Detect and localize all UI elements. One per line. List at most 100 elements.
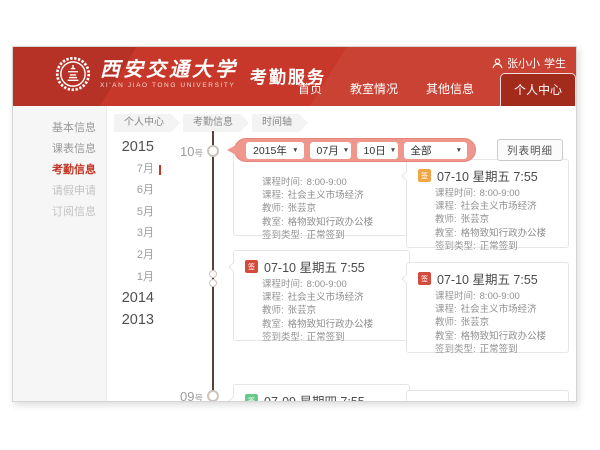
day-dropdown[interactable]: 10日 ▼: [356, 141, 398, 159]
university-brand: 西安交通大学 XI'AN JIAO TONG UNIVERSITY 考勤服务: [55, 56, 326, 92]
sidebar-item-subscription-info[interactable]: 订阅信息: [52, 206, 96, 218]
card-field: 教室: 格物致知行政办公楼: [435, 330, 558, 343]
card-field-value: 正常签到: [306, 331, 345, 343]
card-field: 签到类型: 正常签到: [435, 343, 558, 356]
calendar-icon: 签: [245, 260, 258, 273]
card-field-label: 教师:: [262, 203, 284, 215]
card-field: 教师: 张芸京: [435, 213, 558, 226]
breadcrumb-item-personal-center[interactable]: 个人中心: [114, 114, 180, 132]
timeline-month-item[interactable]: 2月: [136, 248, 154, 261]
breadcrumb: 个人中心 考勤信息 时间轴: [114, 114, 308, 132]
card-field: 课程: 社会主义市场经济: [435, 303, 558, 316]
card-field-value: 社会主义市场经济: [287, 190, 364, 202]
year-dropdown-value: 2015年: [253, 144, 287, 157]
breadcrumb-item-timeline[interactable]: 时间轴: [252, 114, 308, 132]
timeline-month-item[interactable]: 7月: [108, 159, 161, 181]
card-field: 课程: 社会主义市场经济: [435, 200, 558, 213]
scope-dropdown-value: 全部: [410, 144, 432, 157]
card-field: 教室: 格物致知行政办公楼: [262, 318, 399, 331]
chevron-down-icon: ▼: [389, 146, 397, 154]
card-field-value: 正常签到: [479, 343, 518, 355]
card-field: 课程时间: 8:00-9:00: [262, 176, 399, 189]
card-field: 课程时间: 8:00-9:00: [435, 290, 558, 303]
card-field-label: 教师:: [435, 317, 457, 329]
nav-item-home[interactable]: 首页: [297, 82, 322, 96]
card-field-label: 签到类型:: [435, 240, 476, 252]
card-field-label: 教师:: [262, 305, 284, 317]
nav-item-personal-center[interactable]: 个人中心: [499, 73, 576, 106]
card-field-value: 8:00-9:00: [306, 279, 347, 290]
nav-item-other-info[interactable]: 其他信息: [425, 82, 474, 96]
day-marker-suffix: 号: [194, 393, 203, 402]
card-field-label: 课程:: [262, 190, 284, 202]
card-field: 教室: 格物致知行政办公楼: [262, 216, 399, 229]
timeline-year-item[interactable]: 2013: [121, 311, 154, 328]
card-field-value: 张芸京: [287, 305, 317, 317]
day-dropdown-value: 10日: [363, 144, 386, 157]
timeline-node: [209, 270, 217, 278]
card-field: 课程时间: 8:00-9:00: [435, 187, 558, 200]
timeline-card[interactable]: [406, 390, 569, 401]
card-field-value: 格物致知行政办公楼: [460, 227, 547, 239]
timeline-month-item[interactable]: 5月: [136, 205, 154, 218]
university-logo-icon: [55, 56, 91, 92]
sidebar-item-attendance-info[interactable]: 考勤信息: [52, 164, 96, 176]
card-field: 教师: 张芸京: [262, 202, 399, 215]
university-name-en: XI'AN JIAO TONG UNIVERSITY: [100, 82, 236, 89]
timeline-month-item[interactable]: 1月: [136, 270, 154, 283]
timeline-month-item[interactable]: 6月: [136, 184, 154, 197]
breadcrumb-item-attendance-info[interactable]: 考勤信息: [183, 114, 249, 132]
card-field-value: 8:00-9:00: [479, 291, 520, 302]
timeline-scale: 2015 7月 6月 5月 3月 2月 1月 2014 2013: [108, 137, 161, 331]
nav-item-classroom-status[interactable]: 教室情况: [349, 82, 398, 96]
card-field-value: 社会主义市场经济: [287, 292, 364, 304]
card-field-label: 课程:: [262, 292, 284, 304]
year-dropdown[interactable]: 2015年 ▼: [246, 141, 304, 159]
sidebar-item-timetable-info[interactable]: 课表信息: [52, 143, 96, 155]
app-title: 考勤服务: [250, 67, 326, 87]
card-field: 教师: 张芸京: [262, 304, 399, 317]
timeline-month-item[interactable]: 3月: [136, 227, 154, 240]
list-detail-button[interactable]: 列表明细: [497, 139, 563, 161]
day-marker-number: 09: [180, 389, 195, 402]
calendar-icon: 签: [245, 394, 258, 401]
month-dropdown[interactable]: 07月 ▼: [309, 141, 351, 159]
card-field-label: 教室:: [262, 318, 284, 330]
chevron-down-icon: ▼: [292, 146, 299, 154]
card-field-value: 张芸京: [287, 203, 317, 215]
card-field-label: 教师:: [435, 214, 457, 226]
scope-dropdown[interactable]: 全部 ▼: [403, 141, 467, 159]
card-field-value: 张芸京: [460, 214, 490, 226]
sidebar-item-leave-request[interactable]: 请假申请: [52, 185, 96, 197]
timeline-card[interactable]: 签 07-09 星期四 7:55: [233, 384, 410, 401]
card-field-label: 课程:: [435, 304, 457, 316]
timeline-card[interactable]: 签 07-10 星期五 7:55 课程时间: 8:00-9:00 课程: 社会主义市场经济…: [406, 262, 569, 356]
card-body: 课程时间: 8:00-9:00 课程: 社会主义市场经济 教师: 张芸京 教室: 格物致知行政…: [418, 290, 558, 356]
card-date: 07-10 星期五 7:55: [437, 170, 538, 184]
timeline-year-item[interactable]: 2015: [121, 139, 154, 155]
day-marker-number: 10: [180, 144, 195, 159]
card-field: 课程: 社会主义市场经济: [262, 189, 399, 202]
day-marker: 09号: [159, 388, 203, 402]
day-marker-suffix: 号: [194, 148, 203, 158]
user-info[interactable]: 张小小 学生: [492, 55, 566, 71]
card-field-label: 签到类型:: [262, 331, 303, 343]
day-marker: 10号: [159, 143, 203, 161]
sidebar-item-basic-info[interactable]: 基本信息: [52, 122, 96, 134]
timeline-line: [212, 131, 214, 393]
timeline-node: [207, 145, 219, 157]
card-field-value: 格物致知行政办公楼: [460, 330, 547, 342]
card-body: 课程时间: 8:00-9:00 课程: 社会主义市场经济 教师: 张芸京 教室: 格物致知行政…: [245, 176, 399, 242]
card-header: 签 07-10 星期五 7:55: [245, 258, 399, 275]
month-dropdown-value: 07月: [316, 144, 339, 157]
timeline-card[interactable]: 签 07-10 星期五 7:55 课程时间: 8:00-9:00 课程: 社会主义市场经济…: [233, 250, 410, 343]
timeline-card[interactable]: 签 07-10 星期五 7:55 课程时间: 8:00-9:00 课程: 社会主义市场经济…: [406, 159, 569, 252]
card-field: 教室: 格物致知行政办公楼: [435, 227, 558, 240]
app-header: 西安交通大学 XI'AN JIAO TONG UNIVERSITY 考勤服务 张…: [13, 47, 576, 106]
card-field-label: 教室:: [262, 216, 284, 228]
card-field-label: 课程时间:: [262, 177, 303, 188]
timeline-year-item[interactable]: 2014: [121, 290, 154, 307]
card-field-label: 教室:: [435, 330, 457, 342]
card-field-value: 社会主义市场经济: [460, 304, 537, 316]
